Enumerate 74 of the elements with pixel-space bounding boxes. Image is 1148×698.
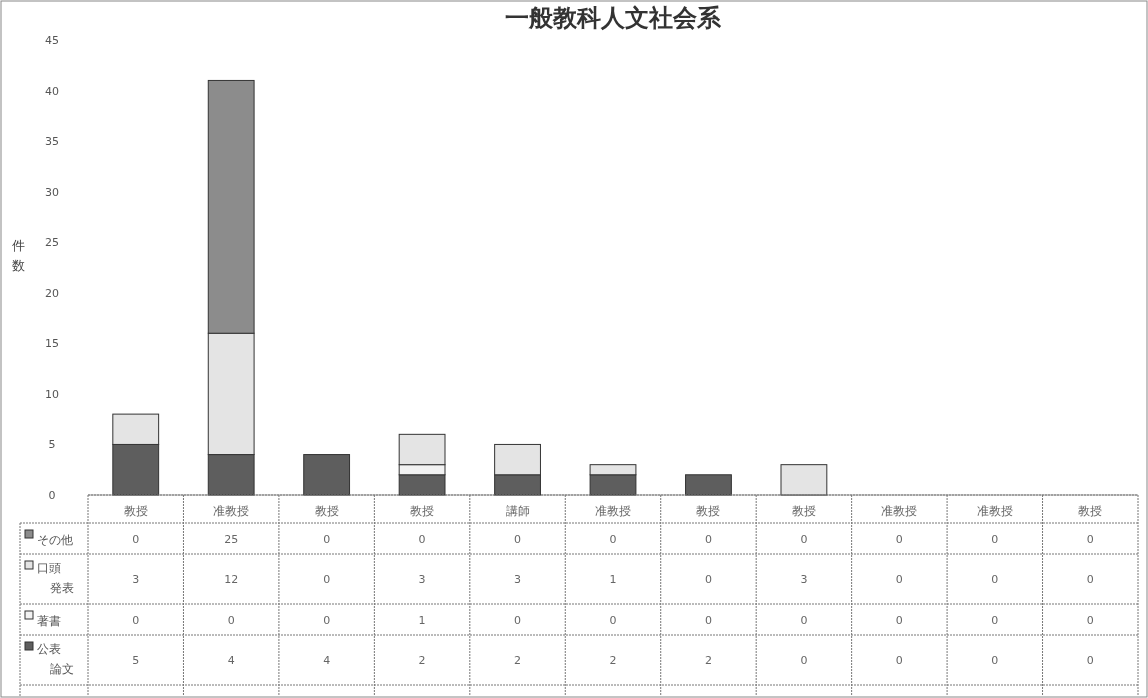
data-label: 3 [800, 573, 808, 586]
legend-label: 著書 [37, 613, 61, 628]
data-label: 3 [514, 573, 522, 586]
data-label: 0 [895, 613, 903, 627]
y-tick-label: 30 [45, 185, 59, 199]
data-label: 0 [895, 654, 903, 667]
data-label: 0 [1086, 532, 1094, 546]
bar [780, 464, 828, 496]
data-label: 0 [1086, 654, 1094, 667]
y-tick-label: 25 [45, 236, 59, 250]
x-tick-label: 講師 [505, 504, 530, 518]
data-label: 0 [991, 573, 999, 586]
data-label: 0 [132, 532, 140, 546]
data-label: 0 [991, 613, 999, 627]
legend-label: その他 [37, 532, 73, 547]
x-tick-label: 教授 [696, 504, 721, 518]
data-label: 2 [704, 654, 712, 667]
x-tick-label: 准教授 [976, 504, 1013, 518]
data-label: 0 [418, 532, 426, 546]
data-label: 2 [418, 654, 426, 667]
y-tick-label: 15 [45, 337, 59, 351]
x-tick-label: 教授 [791, 504, 816, 518]
y-axis-title: 件数 [11, 238, 25, 273]
data-label: 0 [800, 532, 808, 546]
y-tick-label: 10 [45, 387, 59, 401]
data-label: 0 [227, 613, 235, 627]
data-label: 3 [132, 573, 140, 586]
chart-title: 一般教科人文社会系 [505, 4, 722, 32]
x-tick-label: 准教授 [213, 504, 250, 518]
data-label: 2 [514, 654, 522, 667]
data-label: 0 [514, 532, 522, 546]
y-tick-label: 5 [48, 438, 56, 452]
data-label: 0 [704, 532, 712, 546]
data-label: 1 [609, 573, 617, 586]
data-label: 3 [418, 573, 426, 586]
y-tick-label: 35 [45, 135, 59, 149]
data-label: 0 [1086, 573, 1094, 586]
x-tick-label: 教授 [314, 504, 339, 518]
y-tick-label: 45 [45, 34, 59, 47]
legend-label: 口頭発表 [37, 561, 74, 595]
data-label: 0 [323, 573, 331, 586]
data-label: 0 [991, 654, 999, 667]
data-label: 1 [418, 613, 426, 627]
data-label: 0 [514, 613, 522, 627]
data-label: 0 [895, 532, 903, 546]
data-label: 0 [323, 532, 331, 546]
data-label: 0 [704, 613, 712, 627]
legend-label: 公表論文 [37, 642, 74, 676]
data-label: 12 [224, 573, 239, 586]
y-tick-label: 40 [45, 84, 59, 98]
data-label: 0 [704, 573, 712, 586]
bar [303, 454, 351, 496]
data-label: 0 [895, 573, 903, 586]
data-label: 0 [609, 532, 617, 546]
data-label: 0 [991, 532, 999, 546]
x-tick-label: 教授 [1078, 504, 1103, 518]
data-label: 0 [132, 613, 140, 627]
x-tick-label: 准教授 [881, 504, 918, 518]
x-tick-label: 教授 [410, 504, 435, 518]
data-label: 25 [224, 532, 239, 546]
x-tick-label: 准教授 [595, 504, 631, 518]
x-tick-label: 教授 [123, 504, 148, 518]
data-label: 4 [323, 654, 331, 667]
y-tick-label: 0 [48, 489, 56, 502]
data-label: 0 [609, 613, 617, 627]
data-label: 0 [1086, 613, 1094, 627]
data-label: 0 [323, 613, 331, 627]
data-label: 0 [800, 613, 808, 627]
data-label: 0 [800, 654, 808, 667]
data-label: 4 [227, 654, 235, 667]
bar [685, 474, 732, 496]
data-label: 5 [132, 654, 140, 667]
y-tick-label: 20 [45, 286, 59, 300]
data-label: 2 [609, 654, 617, 667]
